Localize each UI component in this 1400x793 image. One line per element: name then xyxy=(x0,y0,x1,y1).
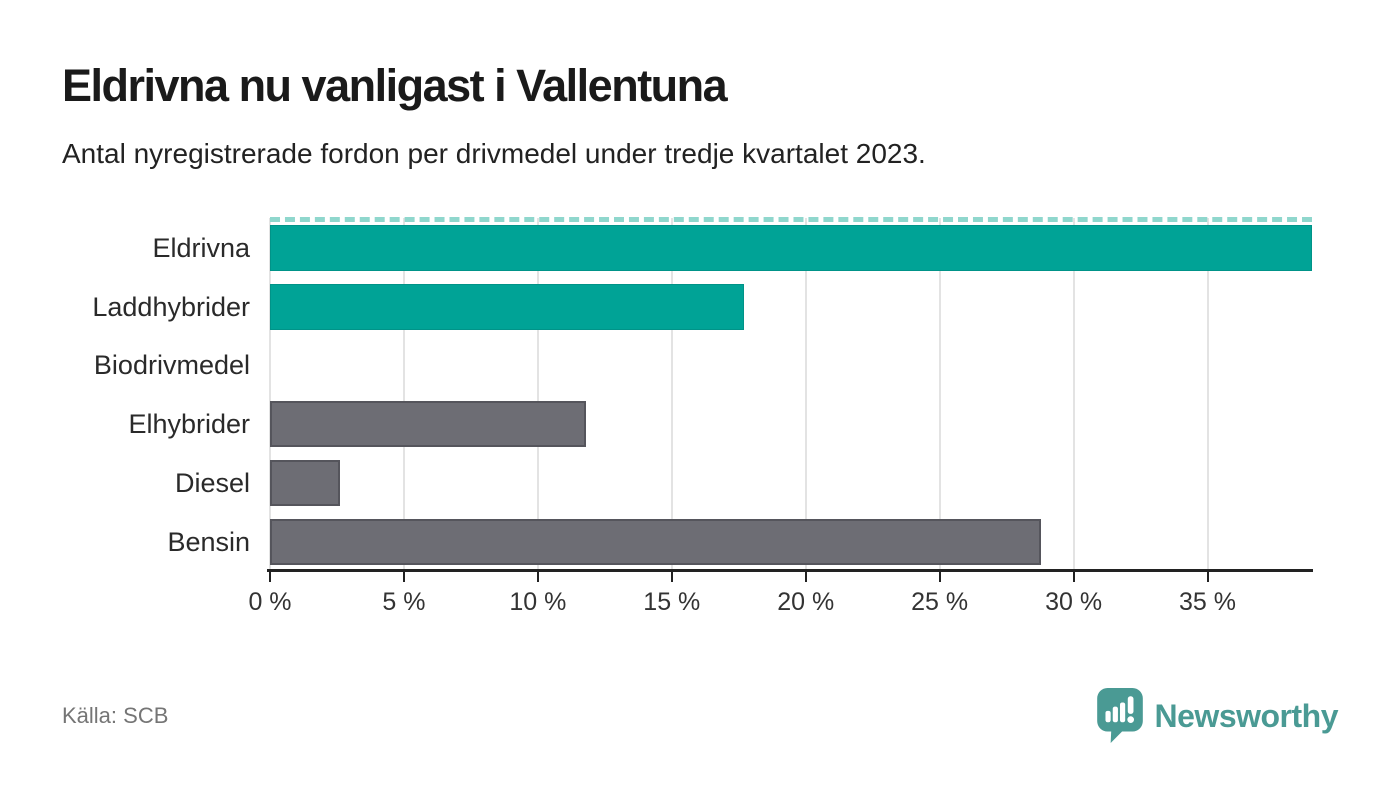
x-axis-tick xyxy=(670,572,673,582)
page-title: Eldrivna nu vanligast i Vallentuna xyxy=(62,60,728,111)
x-axis-tick-label: 5 % xyxy=(382,588,426,616)
brand-lockup: Newsworthy xyxy=(1096,688,1339,744)
x-axis-tick-label: 20 % xyxy=(777,588,835,616)
x-axis-tick xyxy=(1072,572,1075,582)
x-axis-tick-label: 15 % xyxy=(643,588,701,616)
x-axis-tick xyxy=(804,572,807,582)
x-axis-tick xyxy=(402,572,405,582)
bar-diesel xyxy=(270,459,340,506)
gridline xyxy=(1206,218,1209,569)
bar-bensin xyxy=(270,518,1042,565)
source-note: Källa: SCB xyxy=(62,703,169,728)
x-axis-tick xyxy=(938,572,941,582)
x-axis-tick-label: 25 % xyxy=(911,588,969,616)
gridline xyxy=(536,218,539,569)
x-axis-line xyxy=(267,569,1313,572)
gridline xyxy=(804,218,807,569)
category-label: Eldrivna xyxy=(152,233,250,263)
x-axis-tick xyxy=(536,572,539,582)
clipped-bar-indicator xyxy=(270,217,1312,222)
bar-eldrivna xyxy=(270,225,1312,271)
x-axis-tick-label: 0 % xyxy=(248,588,292,616)
bar-elhybrider xyxy=(270,401,587,448)
x-axis-tick-label: 35 % xyxy=(1179,588,1237,616)
category-label: Elhybrider xyxy=(128,409,250,440)
gridline xyxy=(670,218,673,569)
x-axis-tick-label: 10 % xyxy=(509,588,567,616)
category-label: Diesel xyxy=(174,467,250,498)
category-label: Bensin xyxy=(167,526,250,557)
gridline xyxy=(269,218,271,569)
chart-subtitle: Antal nyregistrerade fordon per drivmede… xyxy=(62,138,926,169)
newsworthy-logo-icon xyxy=(1096,688,1143,743)
brand-name: Newsworthy xyxy=(1154,697,1339,734)
gridline xyxy=(402,218,405,569)
x-axis-tick xyxy=(1206,572,1209,582)
x-axis-tick xyxy=(269,572,271,582)
gridline xyxy=(938,218,941,569)
category-label: Laddhybrider xyxy=(92,291,250,322)
gridline xyxy=(1072,218,1075,569)
bar-laddhybrider xyxy=(270,283,745,330)
category-label: Biodrivmedel xyxy=(93,350,250,381)
x-axis-tick-label: 30 % xyxy=(1045,588,1103,616)
